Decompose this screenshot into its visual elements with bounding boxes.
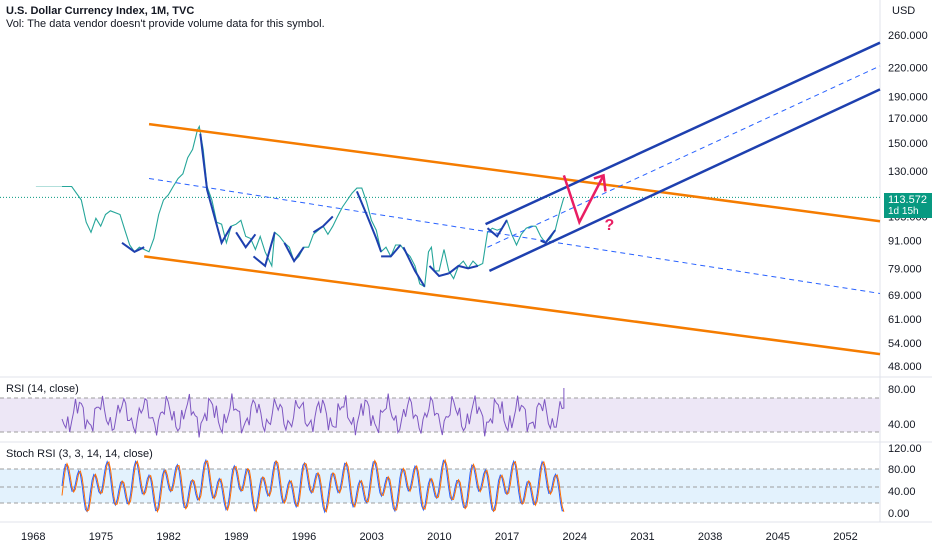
swing-annotation (540, 229, 556, 245)
swing-annotation (312, 215, 334, 234)
time-tick-label: 2031 (630, 531, 654, 543)
price-tick-label: 91.000 (888, 236, 922, 248)
swing-annotation (355, 191, 383, 253)
swing-annotation (486, 219, 508, 238)
price-tick-label: 61.000 (888, 314, 922, 326)
current-price: 113.572 (888, 194, 927, 206)
time-tick-label: 1989 (224, 531, 248, 543)
swing-annotation (199, 133, 233, 246)
swing-annotation (381, 244, 402, 258)
price-tick-label: 69.000 (888, 290, 922, 302)
swing-annotation (121, 241, 145, 253)
chart-title: U.S. Dollar Currency Index, 1M, TVC (6, 5, 195, 17)
price-tick-label: 54.000 (888, 338, 922, 350)
time-tick-label: 2045 (766, 531, 790, 543)
stoch-axis-label: 0.00 (888, 508, 909, 520)
time-tick-label: 2024 (563, 531, 587, 543)
stoch-rsi-title: Stoch RSI (3, 3, 14, 14, close) (6, 448, 153, 460)
rsi-band (0, 398, 880, 432)
price-tick-label: 48.000 (888, 361, 922, 373)
stoch-axis-label: 120.00 (888, 443, 922, 455)
swing-annotation (448, 264, 479, 275)
price-tick-label: 150.000 (888, 138, 928, 150)
projection-arrowhead (593, 173, 607, 192)
channel-up-lower (488, 88, 881, 273)
time-tick-label: 1968 (21, 531, 45, 543)
swing-annotation (252, 232, 276, 268)
time-tick-label: 2017 (495, 531, 519, 543)
stoch-d-line (61, 458, 565, 514)
time-tick-label: 1975 (89, 531, 113, 543)
current-price-badge: 113.572 1d 15h (884, 193, 932, 218)
price-tick-label: 170.000 (888, 113, 928, 125)
price-tick-label: 79.000 (888, 263, 922, 275)
swing-annotation (235, 231, 257, 249)
price-tick-label: 220.000 (888, 63, 928, 75)
price-tick-label: 260.000 (888, 30, 928, 42)
rsi-axis-label: 40.00 (888, 419, 916, 431)
channel-up-mid (487, 65, 881, 248)
price-tick-label: 130.000 (888, 166, 928, 178)
channel-down-mid (148, 177, 881, 294)
stoch-axis-label: 80.00 (888, 464, 916, 476)
projection-arrow (562, 174, 605, 226)
price-tick-label: 190.000 (888, 91, 928, 103)
stoch-axis-label: 40.00 (888, 486, 916, 498)
swing-annotation (283, 242, 305, 264)
rsi-title: RSI (14, close) (6, 383, 79, 395)
price-series-line (62, 124, 565, 288)
stoch-k-line (61, 458, 565, 514)
channel-down-upper (148, 122, 881, 223)
time-tick-label: 2038 (698, 531, 722, 543)
rsi-axis-label: 80.00 (888, 384, 916, 396)
channel-up-upper (485, 41, 881, 226)
rsi-line (61, 387, 565, 438)
time-tick-label: 1996 (292, 531, 316, 543)
time-tick-label: 2003 (359, 531, 383, 543)
time-tick-label: 1982 (156, 531, 180, 543)
channel-down-lower (144, 255, 881, 356)
currency-label: USD (892, 5, 916, 17)
time-tick-label: 2052 (833, 531, 857, 543)
swing-annotation (402, 246, 426, 288)
swing-annotation (428, 265, 450, 278)
time-tick-label: 2010 (427, 531, 451, 543)
bar-countdown: 1d 15h (888, 206, 919, 217)
volume-note: Vol: The data vendor doesn't provide vol… (6, 18, 325, 30)
question-mark: ? (604, 217, 614, 234)
